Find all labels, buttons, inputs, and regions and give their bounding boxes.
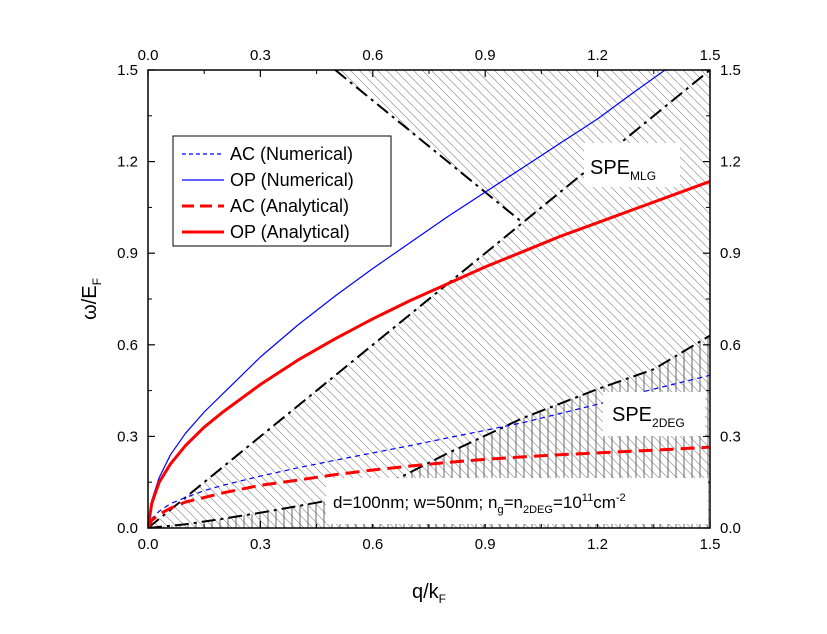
svg-text:d=100nm; w=50nm; ng=n2DEG=1011: d=100nm; w=50nm; ng=n2DEG=1011cm-2 bbox=[333, 492, 626, 516]
hatch-line bbox=[502, 70, 710, 528]
annotation-part-3: 2DEG bbox=[523, 504, 553, 516]
annotation-part-4: =10 bbox=[553, 493, 582, 512]
legend-label-2: AC (Analytical) bbox=[230, 196, 349, 216]
legend-label-0: AC (Numerical) bbox=[230, 144, 353, 164]
annotation-part-1: g bbox=[497, 504, 503, 516]
annotation-part-6: cm bbox=[593, 493, 616, 512]
hatch-line bbox=[385, 70, 710, 528]
svg-text:SPE2DEG: SPE2DEG bbox=[612, 404, 685, 430]
hatch-line bbox=[484, 70, 710, 528]
hatch-line bbox=[412, 70, 710, 528]
hatch-line bbox=[148, 70, 332, 528]
hatch-line bbox=[358, 70, 710, 528]
series-line-2 bbox=[148, 445, 710, 528]
hatch-line bbox=[148, 70, 341, 528]
x-axis-title-sub: F bbox=[439, 592, 446, 606]
series-line-3 bbox=[148, 179, 710, 528]
hatch-line bbox=[430, 70, 710, 528]
x-tick-label: 0.3 bbox=[250, 536, 271, 553]
annotation-part-0: d=100nm; w=50nm; n bbox=[333, 493, 497, 512]
y-tick-label: 0.0 bbox=[117, 520, 138, 537]
hatch-line bbox=[466, 70, 710, 528]
y-tick-label-right: 1.5 bbox=[720, 62, 741, 79]
hatch-line bbox=[610, 70, 710, 528]
annotation-part-5: 11 bbox=[582, 492, 593, 504]
x-tick-label-top: 0.6 bbox=[362, 47, 383, 64]
y-axis-title-sub: F bbox=[90, 278, 104, 285]
y-tick-label-right: 0.6 bbox=[720, 337, 741, 354]
hatch-line bbox=[148, 70, 377, 528]
hatch-line bbox=[394, 70, 710, 528]
legend-label-3: OP (Analytical) bbox=[230, 222, 350, 242]
hatch-line bbox=[448, 70, 710, 528]
hatch-line bbox=[628, 70, 710, 528]
hatch-line bbox=[376, 70, 710, 528]
parameters-annotation: d=100nm; w=50nm; ng=n2DEG=1011cm-2 bbox=[326, 478, 708, 524]
y-tick-label-right: 0.0 bbox=[720, 520, 741, 537]
y-tick-label: 0.3 bbox=[117, 428, 138, 445]
series-line-0 bbox=[148, 374, 710, 528]
svg-text:SPEMLG: SPEMLG bbox=[590, 157, 656, 183]
data-series bbox=[148, 70, 710, 528]
annotation-part-7: -2 bbox=[616, 492, 626, 504]
y-tick-label: 1.2 bbox=[117, 154, 138, 171]
y-tick-label: 0.9 bbox=[117, 245, 138, 262]
y-tick-label: 0.6 bbox=[117, 337, 138, 354]
y-tick-label-right: 0.9 bbox=[720, 245, 741, 262]
x-tick-label-top: 0.0 bbox=[138, 47, 159, 64]
spe-2deg-label-sub: 2DEG bbox=[652, 416, 685, 430]
spe-mlg-label-sub: MLG bbox=[630, 169, 656, 183]
legend-label-1: OP (Numerical) bbox=[230, 170, 354, 190]
y-axis-title-main: ω/E bbox=[79, 285, 101, 320]
spe-2deg-label: SPE2DEG bbox=[603, 392, 705, 436]
annotation-part-2: =n bbox=[504, 493, 523, 512]
x-tick-label-top: 1.5 bbox=[700, 47, 721, 64]
hatch-line bbox=[403, 70, 710, 528]
y-tick-label-right: 0.3 bbox=[720, 428, 741, 445]
spe-mlg-label-main: SPE bbox=[590, 157, 630, 179]
x-axis-title-main: q/k bbox=[412, 581, 440, 603]
hatch-line bbox=[619, 70, 710, 528]
y-tick-label: 1.5 bbox=[117, 62, 138, 79]
x-tick-label: 1.2 bbox=[587, 536, 608, 553]
hatch-line bbox=[367, 70, 710, 528]
series-line-1 bbox=[148, 70, 666, 528]
y-axis-title: ω/EF bbox=[79, 278, 104, 320]
legend: AC (Numerical) OP (Numerical) AC (Analytic… bbox=[172, 135, 392, 247]
x-tick-label-top: 1.2 bbox=[587, 47, 608, 64]
x-tick-label: 1.5 bbox=[700, 536, 721, 553]
x-tick-label: 0.9 bbox=[475, 536, 496, 553]
hatch-line bbox=[148, 70, 350, 528]
axis-ticks: 0.00.00.30.30.60.60.90.91.21.21.51.50.0 0… bbox=[117, 47, 741, 553]
hatch-line bbox=[493, 70, 710, 528]
hatch-line bbox=[148, 70, 359, 528]
x-axis-title: q/kF bbox=[412, 581, 446, 606]
spe-2deg-label-main: SPE bbox=[612, 404, 652, 426]
x-tick-label: 0.0 bbox=[138, 536, 159, 553]
hatch-line bbox=[148, 70, 323, 528]
hatch-line bbox=[421, 70, 710, 528]
boundary-line-1 bbox=[334, 70, 524, 224]
hatch-line bbox=[457, 70, 710, 528]
hatch-line bbox=[475, 70, 710, 528]
spe-mlg-label: SPEMLG bbox=[584, 143, 680, 187]
x-tick-label: 0.6 bbox=[362, 536, 383, 553]
x-tick-label-top: 0.9 bbox=[475, 47, 496, 64]
hatch-line bbox=[439, 70, 710, 528]
y-tick-label-right: 1.2 bbox=[720, 154, 741, 171]
hatch-line bbox=[148, 70, 368, 528]
x-tick-label-top: 0.3 bbox=[250, 47, 271, 64]
